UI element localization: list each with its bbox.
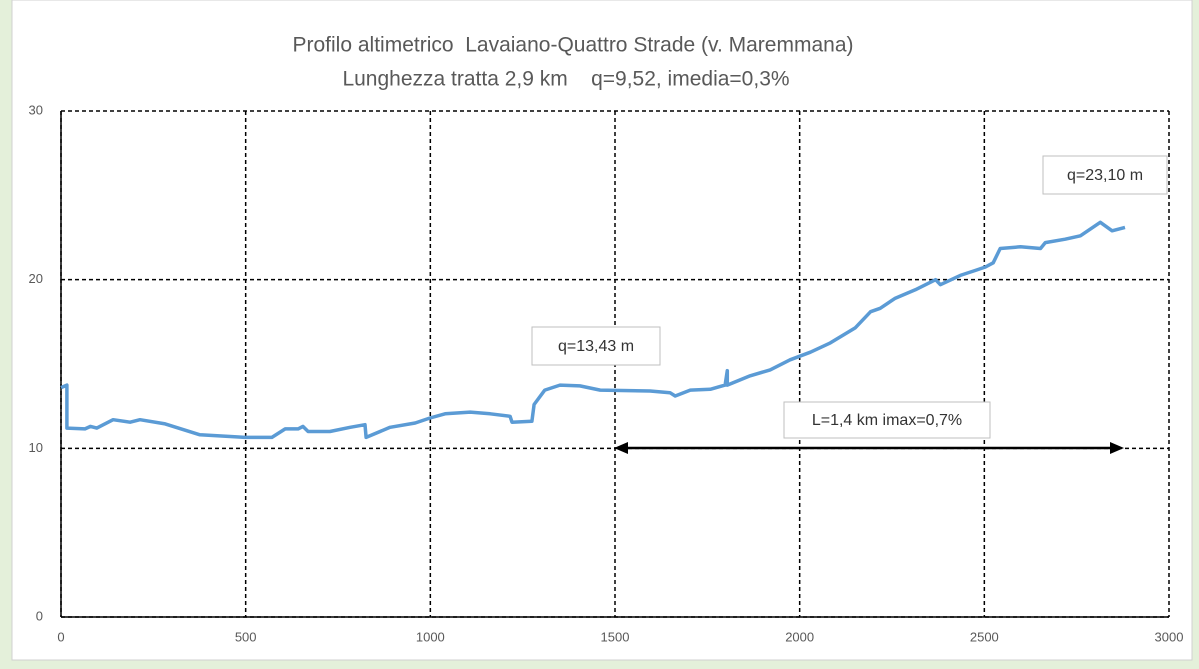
x-tick-label: 3000 [1155, 629, 1184, 644]
chart-title: Profilo altimetrico Lavaiano-Quattro Str… [293, 34, 854, 57]
x-tick-label: 1000 [416, 629, 445, 644]
annotation: L=1,4 km imax=0,7% [812, 412, 962, 429]
x-tick-label: 1500 [601, 629, 630, 644]
chart-subtitle: Lunghezza tratta 2,9 km q=9,52, imedia=0… [342, 68, 789, 91]
annotation: q=13,43 m [558, 338, 634, 355]
y-tick-label: 20 [29, 271, 43, 286]
annotation-box [531, 326, 661, 366]
annotation: q=23,10 m [1067, 167, 1143, 184]
annotation-box [1042, 155, 1168, 195]
x-tick-label: 2500 [970, 629, 999, 644]
y-tick-label: 0 [36, 608, 43, 623]
y-tick-label: 30 [29, 102, 43, 117]
span-arrow [614, 442, 1124, 454]
data-line [60, 220, 1126, 440]
x-tick-label: 0 [57, 629, 64, 644]
annotation-box [783, 401, 991, 439]
x-tick-label: 500 [235, 629, 257, 644]
x-tick-label: 2000 [785, 629, 814, 644]
y-tick-label: 10 [29, 440, 43, 455]
